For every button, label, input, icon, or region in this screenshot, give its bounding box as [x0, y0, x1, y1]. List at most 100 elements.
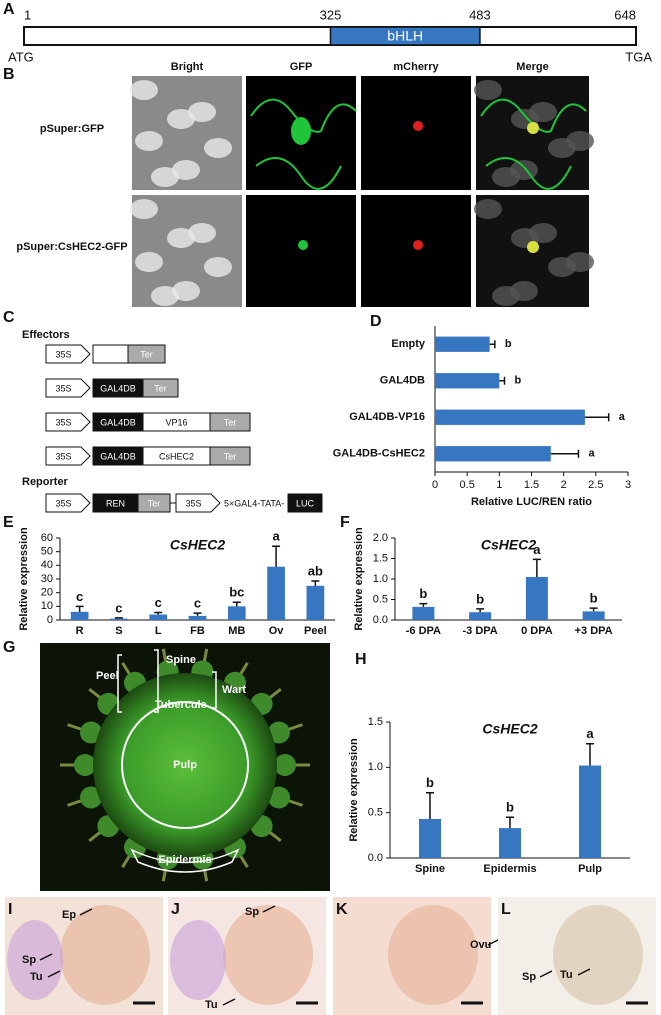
x-tick-label: R — [76, 625, 84, 637]
significance-label: c — [115, 600, 122, 615]
cell-shape — [188, 223, 216, 243]
error-bar — [499, 376, 506, 385]
fruit-label: Epidermis — [158, 854, 211, 866]
construct-part — [127, 344, 166, 364]
error-bar — [193, 612, 202, 616]
cell-shape — [529, 102, 557, 122]
bar — [579, 765, 601, 858]
part-label: 35S — [55, 383, 71, 393]
pointer-arrow — [262, 905, 276, 913]
bar — [227, 606, 246, 620]
construct-part — [137, 493, 171, 513]
position-label: 325 — [320, 7, 342, 22]
error-bar — [506, 816, 514, 829]
part-label: Ter — [154, 383, 167, 393]
tubercule — [80, 721, 103, 744]
tubercule — [267, 786, 290, 809]
x-tick-label: 0.5 — [460, 479, 475, 491]
part-label: GAL4DB — [100, 417, 136, 427]
gfp-signal — [291, 117, 311, 145]
y-tick-label: 20 — [41, 587, 53, 599]
significance-label: b — [506, 800, 514, 815]
section-label: Sp — [245, 906, 259, 918]
cell-shape — [188, 102, 216, 122]
y-tick-label: 1.5 — [368, 716, 383, 728]
cell-shape — [474, 80, 502, 100]
part-label: GAL4DB — [100, 451, 136, 461]
row-label: pSuper:GFP — [40, 123, 104, 135]
fruit-label: Peel — [96, 670, 119, 682]
tissue — [7, 920, 63, 1000]
part-label: GAL4DB — [100, 383, 136, 393]
gfp-signal — [298, 240, 308, 250]
bar — [499, 828, 521, 858]
tubercule — [80, 786, 103, 809]
construct-part — [209, 446, 251, 466]
micrograph — [361, 195, 471, 307]
micrograph — [361, 76, 471, 190]
bar — [469, 612, 492, 620]
promoter-arrow — [45, 493, 91, 513]
x-tick-label: Peel — [304, 625, 327, 637]
promoter-arrow — [45, 412, 91, 432]
bar — [525, 576, 548, 620]
start-codon: ATG — [8, 49, 34, 64]
y-tick-label: 40 — [41, 559, 53, 571]
y-tick-label: 0.0 — [368, 852, 383, 864]
significance-label: c — [76, 589, 83, 604]
fruit-label: Spine — [166, 654, 196, 666]
bracket — [117, 649, 217, 713]
x-tick-label: 2.5 — [588, 479, 603, 491]
y-tick-label: GAL4DB — [380, 375, 425, 387]
promoter-arrow — [45, 344, 91, 364]
x-tick-label: Ov — [269, 625, 285, 637]
x-tick-label: MB — [228, 625, 245, 637]
tissue — [60, 905, 150, 1005]
tissue — [388, 905, 478, 1005]
bar — [70, 611, 89, 620]
cell-shape — [474, 199, 502, 219]
panel-letter: E — [3, 514, 14, 531]
tissue — [223, 905, 313, 1005]
significance-label: bc — [229, 585, 244, 600]
part-label: 5×GAL4-TATA- — [224, 498, 284, 508]
cell-shape — [130, 199, 158, 219]
section-label: Sp — [522, 971, 536, 983]
section-label: Tu — [560, 969, 573, 981]
column-header: Bright — [171, 61, 204, 73]
y-tick-label: 1.0 — [368, 761, 383, 773]
tubercule — [274, 754, 296, 776]
significance-label: a — [619, 411, 626, 423]
significance-label: a — [533, 542, 541, 557]
part-label: Ter — [140, 349, 153, 359]
significance-label: a — [272, 529, 280, 544]
promoter-arrow — [45, 446, 91, 466]
bar — [412, 606, 435, 620]
section-label: Tu — [205, 999, 218, 1011]
mcherry-signal — [413, 240, 423, 250]
pointer-arrow — [47, 970, 61, 978]
bar — [306, 585, 325, 620]
error-bar — [311, 580, 320, 586]
panel-letter: B — [3, 66, 15, 83]
x-tick-label: 1 — [496, 479, 502, 491]
y-tick-label: 0.5 — [368, 807, 383, 819]
fruit-label: Tubercule — [155, 699, 207, 711]
position-label: 1 — [24, 7, 31, 22]
tissue — [170, 920, 226, 1000]
tissue — [553, 905, 643, 1005]
x-tick-label: 2 — [561, 479, 567, 491]
y-tick-label: 10 — [41, 600, 53, 612]
mcherry-signal — [413, 121, 423, 131]
section-label: Effectors — [22, 329, 70, 341]
error-bar — [154, 611, 163, 615]
significance-label: a — [588, 448, 595, 460]
promoter-arrow — [45, 378, 91, 398]
significance-label: c — [194, 596, 201, 611]
significance-label: b — [419, 586, 427, 601]
panel-letter: D — [370, 313, 382, 330]
x-tick-label: Epidermis — [483, 863, 536, 875]
pointer-arrow — [79, 908, 93, 916]
